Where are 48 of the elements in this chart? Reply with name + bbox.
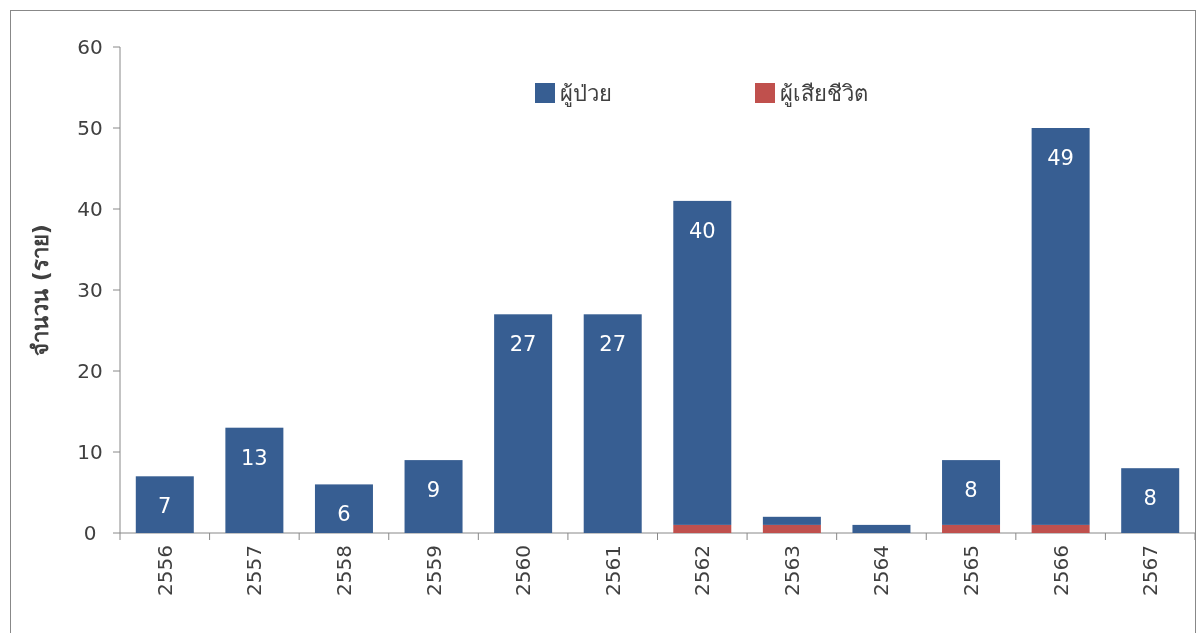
bar bbox=[673, 524, 732, 533]
x-tick-label: 2562 bbox=[690, 545, 715, 596]
data-label: 13 bbox=[241, 445, 268, 470]
y-tick-label: 40 bbox=[77, 197, 103, 221]
data-label: 7 bbox=[158, 494, 172, 519]
x-tick-label: 2557 bbox=[242, 545, 267, 596]
y-tick-label: 0 bbox=[83, 521, 97, 545]
y-tick-label: 50 bbox=[77, 116, 103, 140]
x-tick-label: 2558 bbox=[331, 545, 356, 596]
data-label: 49 bbox=[1047, 146, 1074, 170]
bar bbox=[314, 484, 373, 533]
x-tick-label: 2564 bbox=[869, 545, 894, 596]
bar bbox=[762, 516, 821, 525]
y-tick-label: 30 bbox=[77, 278, 103, 302]
legend-label: ผู้เสียชีวิต bbox=[780, 81, 868, 107]
data-label: 8 bbox=[964, 478, 978, 503]
x-tick-label: 2560 bbox=[511, 545, 536, 596]
x-tick-label: 2567 bbox=[1138, 545, 1163, 596]
bar bbox=[852, 524, 911, 533]
bar bbox=[942, 524, 1001, 533]
data-label: 6 bbox=[337, 502, 351, 526]
data-label: 40 bbox=[688, 218, 716, 243]
bar bbox=[673, 200, 732, 525]
x-tick-label: 2556 bbox=[152, 545, 177, 596]
bar bbox=[135, 476, 194, 533]
bar bbox=[494, 314, 553, 533]
y-tick-label: 60 bbox=[77, 35, 103, 59]
data-label: 27 bbox=[599, 332, 627, 357]
y-axis-title: จำนวน (ราย) bbox=[28, 224, 53, 356]
data-label: 9 bbox=[426, 478, 441, 503]
bar bbox=[583, 314, 642, 533]
bar bbox=[404, 460, 463, 533]
x-tick-label: 2563 bbox=[779, 545, 804, 596]
y-tick-label: 10 bbox=[77, 440, 103, 464]
bar bbox=[1031, 128, 1090, 525]
x-tick-label: 2561 bbox=[600, 545, 625, 596]
y-tick-label: 20 bbox=[77, 359, 103, 383]
data-label: 27 bbox=[509, 332, 537, 357]
bar bbox=[225, 427, 284, 533]
x-tick-label: 2566 bbox=[1048, 545, 1073, 596]
legend-label: ผู้ป่วย bbox=[560, 81, 612, 107]
bar bbox=[762, 524, 821, 533]
bar bbox=[942, 460, 1001, 525]
bar bbox=[1121, 468, 1180, 533]
x-tick-label: 2559 bbox=[421, 545, 446, 596]
data-label: 8 bbox=[1143, 486, 1157, 511]
x-tick-label: 2565 bbox=[959, 545, 984, 596]
bar bbox=[1031, 524, 1090, 533]
